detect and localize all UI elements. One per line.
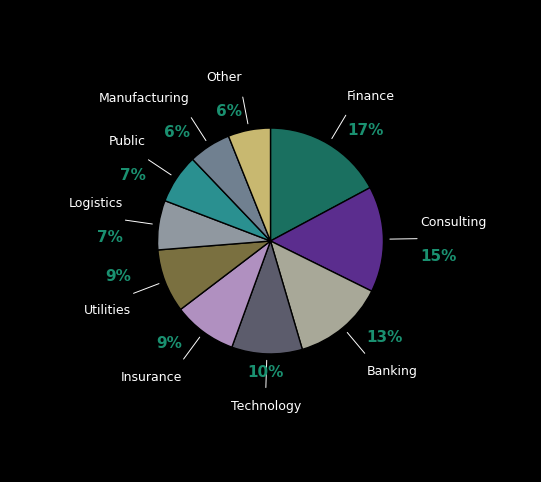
Wedge shape [165, 159, 270, 241]
Text: 7%: 7% [97, 230, 123, 245]
Text: 9%: 9% [156, 336, 182, 351]
Wedge shape [228, 128, 270, 241]
Text: Banking: Banking [366, 365, 418, 378]
Wedge shape [157, 201, 270, 250]
Text: Insurance: Insurance [121, 371, 182, 384]
Text: Finance: Finance [347, 90, 395, 103]
Text: Public: Public [109, 135, 146, 148]
Text: 17%: 17% [347, 123, 384, 138]
Wedge shape [158, 241, 270, 309]
Wedge shape [193, 136, 270, 241]
Text: 10%: 10% [248, 365, 284, 380]
Wedge shape [181, 241, 270, 347]
Text: 9%: 9% [105, 269, 131, 284]
Wedge shape [270, 187, 384, 291]
Text: Logistics: Logistics [68, 197, 123, 210]
Text: 6%: 6% [164, 125, 190, 140]
Wedge shape [270, 241, 372, 349]
Text: 6%: 6% [216, 104, 242, 120]
Text: 13%: 13% [366, 331, 403, 346]
Text: Other: Other [207, 71, 242, 84]
Text: 15%: 15% [420, 249, 456, 264]
Wedge shape [232, 241, 302, 354]
Text: Technology: Technology [230, 401, 301, 414]
Text: Utilities: Utilities [84, 304, 131, 317]
Text: 7%: 7% [120, 168, 146, 183]
Wedge shape [270, 128, 370, 241]
Text: Manufacturing: Manufacturing [99, 93, 190, 105]
Text: Consulting: Consulting [420, 215, 486, 228]
